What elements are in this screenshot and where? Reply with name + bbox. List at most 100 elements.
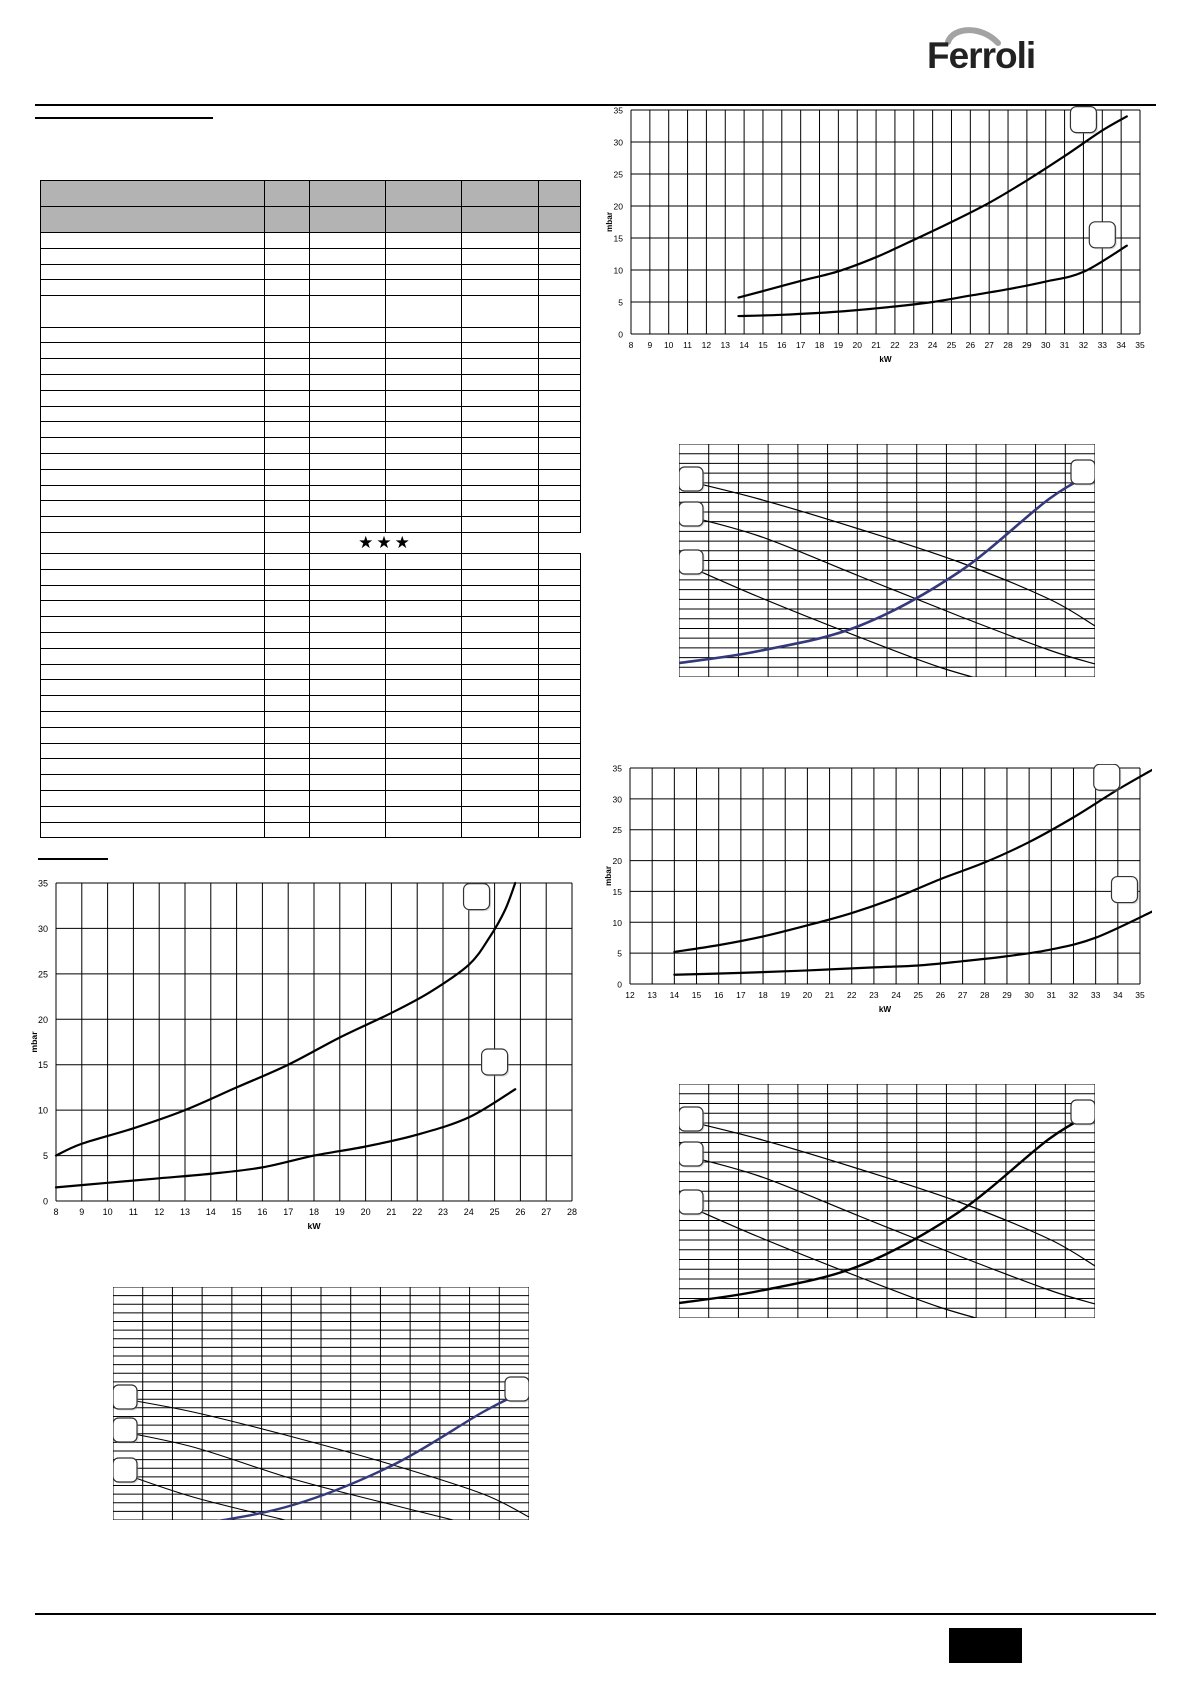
svg-text:10: 10 [664,340,674,350]
svg-text:13: 13 [180,1207,190,1217]
svg-text:27: 27 [984,340,994,350]
svg-text:20: 20 [38,1015,48,1025]
svg-text:26: 26 [515,1207,525,1217]
svg-text:21: 21 [386,1207,396,1217]
svg-text:28: 28 [980,990,990,1000]
svg-text:28: 28 [567,1207,577,1217]
svg-text:kW: kW [879,355,892,364]
svg-text:17: 17 [283,1207,293,1217]
svg-text:10: 10 [103,1207,113,1217]
svg-text:27: 27 [541,1207,551,1217]
svg-text:15: 15 [692,990,702,1000]
svg-text:10: 10 [613,918,623,928]
svg-text:15: 15 [38,1060,48,1070]
svg-text:11: 11 [129,1207,138,1217]
svg-text:33: 33 [1091,990,1101,1000]
svg-text:8: 8 [53,1207,58,1217]
svg-text:mbar: mbar [605,211,614,232]
svg-text:15: 15 [614,234,624,244]
svg-text:16: 16 [777,340,787,350]
svg-text:26: 26 [966,340,976,350]
svg-text:14: 14 [739,340,749,350]
svg-text:25: 25 [614,170,624,180]
svg-text:5: 5 [618,298,623,308]
svg-text:25: 25 [38,969,48,979]
svg-text:20: 20 [361,1207,371,1217]
svg-text:32: 32 [1079,340,1089,350]
svg-text:5: 5 [43,1151,48,1161]
svg-text:22: 22 [412,1207,422,1217]
svg-text:21: 21 [825,990,835,1000]
svg-text:30: 30 [614,138,624,148]
svg-text:0: 0 [617,980,622,990]
svg-text:20: 20 [852,340,862,350]
svg-text:17: 17 [736,990,746,1000]
svg-text:31: 31 [1047,990,1057,1000]
svg-text:24: 24 [464,1207,474,1217]
svg-text:12: 12 [625,990,635,1000]
svg-text:35: 35 [1135,340,1145,350]
svg-text:35: 35 [1135,990,1145,1000]
svg-text:23: 23 [909,340,919,350]
svg-text:kW: kW [879,1005,892,1014]
svg-text:15: 15 [758,340,768,350]
svg-text:30: 30 [613,794,623,804]
svg-text:31: 31 [1060,340,1070,350]
svg-text:28: 28 [1003,340,1013,350]
svg-text:30: 30 [1041,340,1051,350]
svg-text:0: 0 [618,330,623,340]
svg-text:33: 33 [1098,340,1108,350]
svg-text:20: 20 [614,202,624,212]
svg-text:25: 25 [613,825,623,835]
svg-text:19: 19 [335,1207,345,1217]
svg-text:Ferroli: Ferroli [927,35,1035,75]
svg-text:kW: kW [307,1221,321,1231]
svg-text:22: 22 [847,990,857,1000]
svg-text:13: 13 [721,340,731,350]
svg-text:25: 25 [947,340,957,350]
svg-text:10: 10 [614,266,624,276]
svg-text:15: 15 [613,887,623,897]
svg-text:16: 16 [714,990,724,1000]
svg-text:20: 20 [803,990,813,1000]
svg-text:35: 35 [614,106,624,116]
svg-text:16: 16 [257,1207,267,1217]
svg-text:27: 27 [958,990,968,1000]
svg-text:0: 0 [43,1197,48,1207]
svg-text:13: 13 [647,990,657,1000]
svg-text:9: 9 [79,1207,84,1217]
svg-text:12: 12 [154,1207,164,1217]
svg-text:24: 24 [928,340,938,350]
svg-text:35: 35 [38,879,48,889]
svg-text:11: 11 [683,340,692,350]
svg-text:9: 9 [647,340,652,350]
svg-text:18: 18 [758,990,768,1000]
svg-text:12: 12 [702,340,712,350]
svg-text:24: 24 [891,990,901,1000]
svg-text:34: 34 [1113,990,1123,1000]
svg-text:23: 23 [438,1207,448,1217]
svg-text:20: 20 [613,856,623,866]
svg-text:17: 17 [796,340,806,350]
svg-text:18: 18 [309,1207,319,1217]
svg-text:14: 14 [206,1207,216,1217]
svg-text:18: 18 [815,340,825,350]
svg-text:23: 23 [869,990,879,1000]
svg-text:10: 10 [38,1106,48,1116]
svg-text:29: 29 [1022,340,1032,350]
svg-text:34: 34 [1116,340,1126,350]
svg-text:15: 15 [232,1207,242,1217]
svg-text:14: 14 [670,990,680,1000]
svg-text:19: 19 [834,340,844,350]
svg-text:mbar: mbar [604,865,613,886]
svg-text:5: 5 [617,949,622,959]
svg-text:29: 29 [1002,990,1012,1000]
svg-text:21: 21 [871,340,881,350]
svg-text:35: 35 [613,764,623,774]
svg-text:30: 30 [1024,990,1034,1000]
svg-text:22: 22 [890,340,900,350]
svg-text:25: 25 [490,1207,500,1217]
svg-text:mbar: mbar [29,1031,39,1053]
svg-text:30: 30 [38,924,48,934]
svg-text:19: 19 [780,990,790,1000]
